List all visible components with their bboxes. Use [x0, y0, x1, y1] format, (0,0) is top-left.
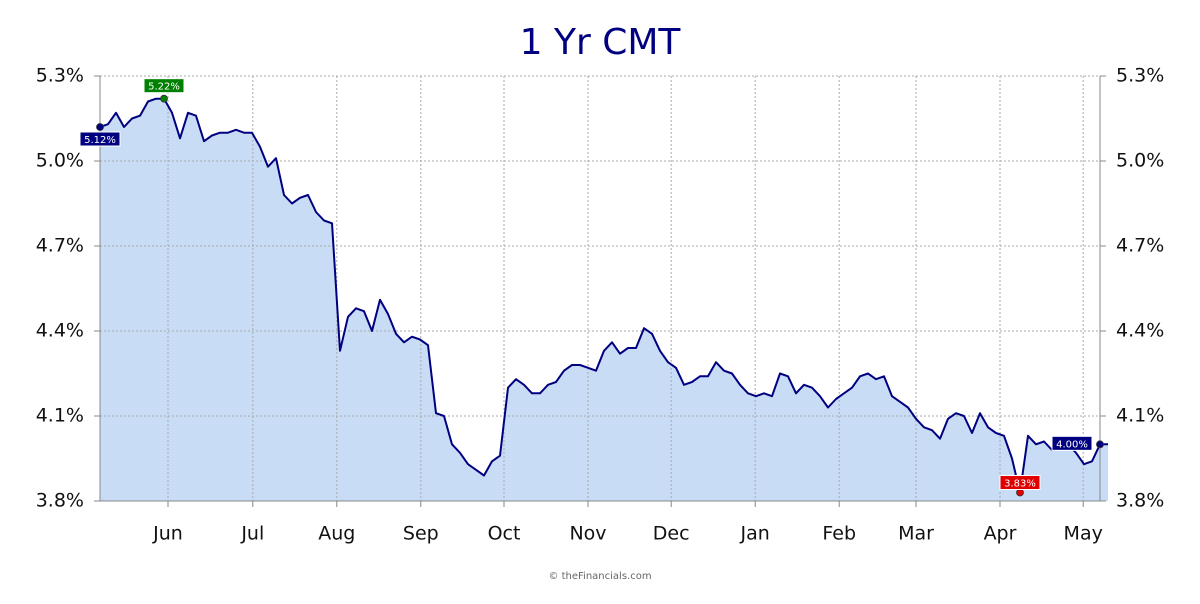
- y2-tick-label: 5.3%: [1116, 65, 1164, 87]
- y2-tick-label: 5.0%: [1116, 150, 1164, 172]
- x-tick-label: Mar: [898, 523, 934, 545]
- chart-title: 1 Yr CMT: [520, 22, 682, 63]
- y2-tick-label: 3.8%: [1116, 490, 1164, 512]
- x-tick-label: May: [1064, 523, 1103, 545]
- annotation-dot: [1096, 440, 1104, 449]
- y-tick-label: 3.8%: [36, 490, 84, 512]
- annotation-box: [79, 131, 121, 147]
- x-tick-label: Jan: [740, 523, 770, 545]
- y-tick-label: 5.0%: [36, 150, 84, 172]
- x-tick-label: Sep: [403, 523, 439, 545]
- y-tick-label: 4.1%: [36, 405, 84, 427]
- y2-tick-label: 4.7%: [1116, 235, 1164, 257]
- x-tick-label: Nov: [569, 523, 606, 545]
- y2-tick-label: 4.4%: [1116, 320, 1164, 342]
- annotation-label: 5.22%: [148, 82, 180, 93]
- x-tick-label: Aug: [318, 523, 355, 545]
- annotation-box: [143, 78, 185, 94]
- x-tick-label: Jul: [240, 523, 264, 545]
- x-tick-label: Dec: [653, 523, 690, 545]
- annotation-label: 4.00%: [1056, 439, 1088, 450]
- annotation-dot: [96, 123, 104, 131]
- x-tick-label: Jun: [152, 523, 183, 545]
- y-tick-label: 4.4%: [36, 320, 84, 342]
- x-tick-label: Apr: [984, 523, 1017, 545]
- area: [100, 98, 1108, 501]
- y-tick-label: 5.3%: [36, 65, 84, 87]
- annotation-label: 5.12%: [84, 135, 116, 146]
- annotation-label: 3.83%: [1004, 479, 1036, 490]
- annotation-dot: [160, 94, 168, 103]
- x-tick-label: Oct: [488, 523, 521, 545]
- y2-tick-label: 4.1%: [1116, 405, 1164, 427]
- annotation-box: [999, 475, 1041, 490]
- annotation-box: [1051, 435, 1093, 451]
- x-tick-label: Feb: [822, 523, 856, 545]
- annotation-dot: [1016, 488, 1024, 497]
- y-tick-label: 4.7%: [36, 235, 84, 257]
- footer: © theFinancials.com: [548, 571, 651, 582]
- line: [99, 97, 1108, 494]
